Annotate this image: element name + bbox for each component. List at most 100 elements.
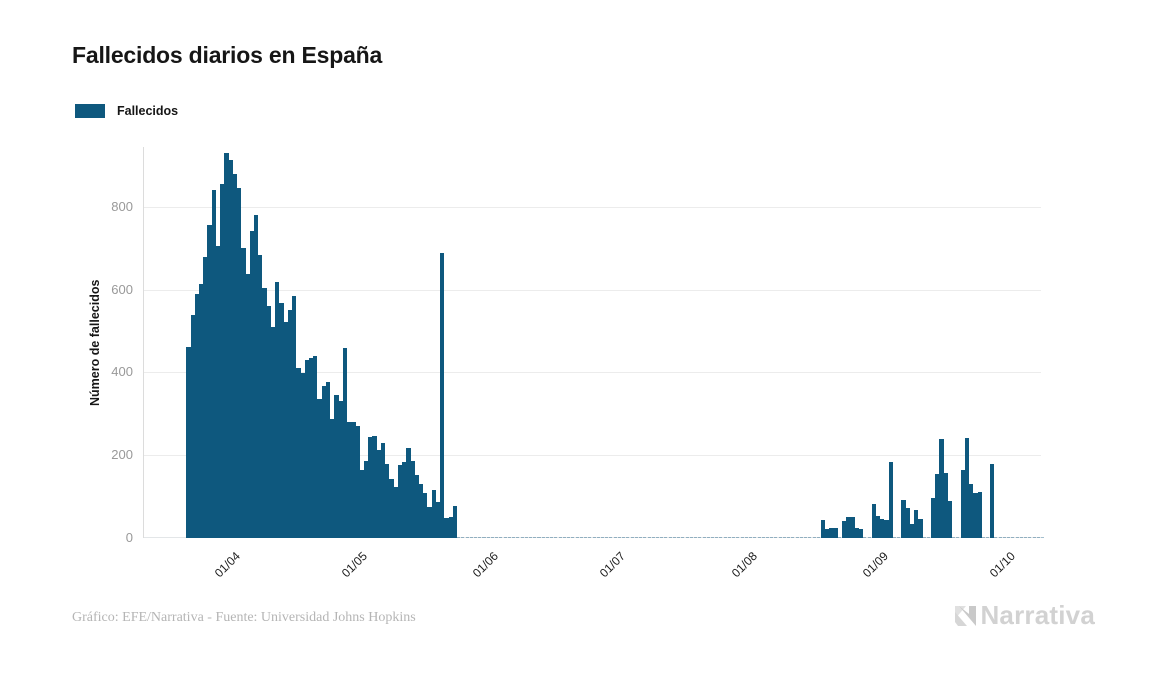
bar[interactable] (397, 465, 403, 538)
bar[interactable] (300, 372, 305, 538)
zero-day-stub (685, 537, 689, 538)
bar[interactable] (279, 303, 284, 538)
zero-day-stub (765, 537, 769, 538)
bar[interactable] (884, 519, 889, 538)
bar[interactable] (215, 246, 221, 538)
bar[interactable] (334, 395, 339, 538)
bar[interactable] (190, 314, 195, 538)
bar[interactable] (325, 381, 331, 538)
bar[interactable] (372, 436, 377, 538)
bar[interactable] (249, 230, 254, 538)
bar[interactable] (368, 437, 373, 538)
bar[interactable] (930, 497, 936, 538)
bar[interactable] (355, 426, 360, 538)
bar[interactable] (842, 521, 847, 538)
bar[interactable] (266, 306, 271, 538)
bar[interactable] (232, 173, 238, 538)
bar[interactable] (918, 518, 923, 538)
bar[interactable] (262, 287, 267, 538)
bar[interactable] (207, 224, 212, 538)
bar[interactable] (947, 501, 953, 538)
bar[interactable] (943, 473, 948, 538)
bar[interactable] (317, 399, 322, 538)
bar[interactable] (270, 326, 276, 538)
bar[interactable] (406, 448, 411, 538)
bar[interactable] (321, 386, 326, 538)
bar[interactable] (448, 516, 453, 538)
bar[interactable] (854, 527, 860, 538)
narrativa-logo: Narrativa (954, 600, 1095, 631)
bar[interactable] (287, 310, 293, 538)
bar[interactable] (846, 516, 851, 538)
bar[interactable] (211, 190, 216, 538)
bar[interactable] (199, 283, 204, 538)
bar[interactable] (228, 160, 233, 538)
bar[interactable] (342, 348, 348, 538)
bar[interactable] (359, 470, 364, 538)
bar[interactable] (419, 484, 424, 538)
bar[interactable] (241, 248, 246, 538)
bar[interactable] (186, 346, 191, 538)
bar[interactable] (393, 487, 398, 538)
bar[interactable] (833, 527, 838, 538)
zero-day-stub (749, 537, 753, 538)
bar[interactable] (414, 475, 419, 538)
bar[interactable] (452, 505, 458, 538)
bar[interactable] (901, 499, 906, 538)
bar[interactable] (423, 492, 428, 538)
bar[interactable] (444, 518, 449, 538)
bar[interactable] (224, 153, 229, 538)
bar[interactable] (237, 188, 242, 538)
bar[interactable] (330, 418, 335, 538)
bar[interactable] (410, 461, 415, 538)
bar[interactable] (296, 368, 301, 538)
bar[interactable] (275, 281, 280, 538)
bar[interactable] (909, 523, 915, 538)
bar[interactable] (431, 490, 436, 538)
bar[interactable] (960, 470, 965, 538)
zero-day-stub (457, 537, 461, 538)
bar[interactable] (313, 355, 318, 538)
bar[interactable] (203, 256, 208, 538)
bar[interactable] (194, 293, 199, 538)
bar[interactable] (380, 443, 386, 538)
bar[interactable] (427, 506, 432, 538)
bar[interactable] (888, 461, 893, 538)
bar[interactable] (347, 422, 352, 538)
bar[interactable] (338, 401, 343, 538)
bar[interactable] (258, 255, 263, 538)
bar[interactable] (351, 421, 356, 538)
bar[interactable] (283, 321, 288, 538)
bar[interactable] (389, 478, 394, 538)
bar[interactable] (973, 493, 978, 538)
bar[interactable] (385, 463, 390, 538)
bar[interactable] (850, 516, 855, 538)
bar[interactable] (905, 508, 910, 538)
bar[interactable] (402, 461, 407, 538)
bar[interactable] (859, 528, 864, 538)
bar[interactable] (309, 358, 314, 538)
bar[interactable] (969, 484, 974, 538)
bar[interactable] (829, 527, 834, 538)
bar[interactable] (939, 439, 944, 538)
bar[interactable] (875, 516, 881, 538)
bar[interactable] (871, 504, 876, 538)
bar[interactable] (304, 360, 309, 538)
bar[interactable] (435, 502, 441, 538)
bar[interactable] (990, 463, 995, 538)
bar[interactable] (292, 295, 297, 538)
bar[interactable] (376, 449, 381, 538)
bar[interactable] (820, 520, 826, 538)
bar[interactable] (964, 438, 970, 538)
bar[interactable] (825, 528, 830, 538)
bar[interactable] (880, 518, 885, 538)
zero-day-stub (956, 537, 960, 538)
bar[interactable] (977, 491, 982, 538)
bar[interactable] (245, 274, 250, 538)
bar[interactable] (364, 461, 369, 538)
bar[interactable] (254, 215, 259, 538)
bar[interactable] (440, 253, 445, 538)
bar[interactable] (914, 510, 919, 538)
bar[interactable] (220, 184, 225, 538)
bar[interactable] (935, 473, 940, 538)
